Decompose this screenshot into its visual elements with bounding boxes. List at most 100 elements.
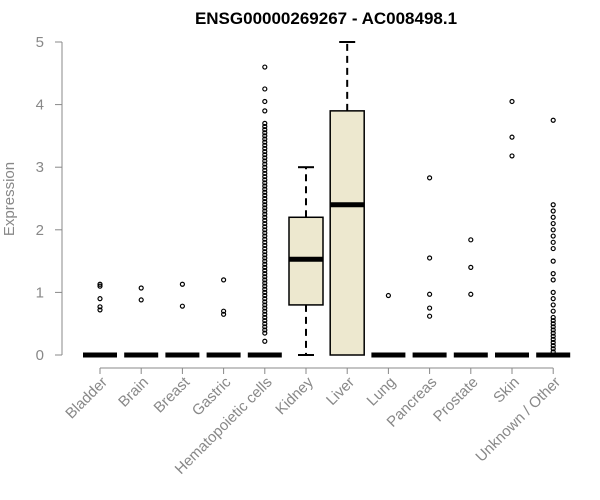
outlier-point: [262, 233, 268, 239]
outlier-point: [509, 98, 515, 105]
outlier-point: [262, 120, 268, 126]
outlier-point: [550, 349, 556, 355]
outlier-point: [262, 311, 268, 317]
outlier-point: [262, 161, 268, 167]
outlier-point: [427, 313, 433, 319]
outlier-point: [262, 177, 268, 183]
outlier-point: [262, 158, 268, 164]
outlier-point: [221, 308, 227, 314]
outlier-point: [262, 86, 268, 92]
outlier-point: [97, 307, 103, 313]
outlier-point: [262, 338, 268, 344]
box-gastric: [206, 277, 241, 358]
outlier-point: [550, 321, 556, 327]
outlier-point: [427, 291, 433, 297]
y-tick-label: 5: [36, 34, 44, 51]
outlier-point: [262, 205, 268, 211]
outlier-point: [262, 289, 268, 295]
outlier-point: [262, 242, 268, 249]
outlier-point: [262, 98, 268, 105]
outlier-point: [262, 127, 268, 133]
outlier-point: [468, 237, 474, 243]
outlier-point: [262, 227, 268, 233]
box-liver: [329, 41, 365, 356]
chart-title: ENSG00000269267 - AC008498.1: [195, 9, 457, 28]
y-tick-label: 3: [36, 159, 44, 176]
outlier-point: [262, 189, 268, 195]
outlier-point: [468, 264, 474, 270]
outlier-point: [179, 303, 185, 309]
box-pancreas: [412, 175, 447, 358]
outlier-point: [97, 304, 103, 310]
outlier-point: [262, 183, 268, 189]
outlier-point: [262, 136, 268, 142]
outlier-point: [262, 249, 268, 255]
outlier-point: [97, 283, 103, 289]
box-breast: [165, 281, 200, 358]
outlier-point: [221, 311, 227, 317]
box-bladder: [83, 281, 117, 358]
outlier-point: [262, 271, 268, 277]
y-axis: 0 1 2 3 4 5: [36, 34, 63, 364]
y-tick-label: 2: [36, 222, 44, 239]
outlier-point: [262, 167, 268, 173]
outlier-point: [262, 148, 268, 155]
outlier-point: [550, 324, 556, 330]
outlier-point: [262, 164, 268, 170]
outlier-point: [262, 286, 268, 292]
outlier-point: [262, 283, 268, 289]
outlier-point: [550, 202, 556, 208]
box-hematopoietic-cells: [247, 64, 282, 358]
box-unknown-other: [536, 117, 571, 358]
x-tick-label: Skin: [490, 374, 523, 407]
outlier-point: [262, 317, 268, 324]
outlier-point: [262, 252, 268, 258]
outlier-point: [550, 271, 556, 277]
outlier-point: [262, 152, 268, 158]
outlier-point: [427, 175, 433, 181]
y-axis-label: Expression: [1, 162, 18, 236]
outlier-point: [550, 233, 556, 239]
outlier-point: [262, 130, 268, 136]
x-tick-label: Liver: [323, 374, 358, 409]
outlier-point: [550, 308, 556, 314]
outlier-point: [262, 211, 268, 217]
outlier-point: [262, 220, 268, 227]
outlier-point: [550, 343, 556, 349]
outlier-point: [550, 258, 556, 264]
outlier-point: [138, 297, 144, 303]
outlier-point: [550, 245, 556, 252]
outlier-point: [262, 236, 268, 242]
box-lung: [371, 292, 406, 358]
outlier-point: [550, 346, 556, 352]
outlier-point: [550, 336, 556, 342]
outlier-point: [262, 139, 268, 145]
outlier-point: [550, 314, 556, 321]
outlier-point: [262, 255, 268, 261]
outlier-point: [262, 296, 268, 302]
outlier-point: [262, 230, 268, 236]
outlier-point: [550, 289, 556, 295]
outlier-point: [550, 339, 556, 346]
outlier-point: [262, 321, 268, 327]
y-tick-label: 4: [36, 97, 44, 114]
outlier-point: [550, 117, 556, 123]
outlier-point: [262, 208, 268, 214]
outlier-point: [550, 239, 556, 245]
outlier-point: [550, 277, 556, 283]
outlier-point: [262, 186, 268, 192]
box-prostate: [453, 237, 488, 358]
outlier-point: [221, 277, 227, 283]
x-tick-label: Prostate: [430, 374, 482, 426]
outlier-point: [262, 327, 268, 333]
outlier-point: [262, 142, 268, 148]
outlier-point: [262, 245, 268, 252]
box-body: [329, 110, 365, 356]
outlier-point: [262, 267, 268, 274]
outlier-point: [550, 327, 556, 333]
outlier-point: [262, 308, 268, 314]
y-tick-label: 1: [36, 284, 44, 301]
x-tick-label: Brain: [115, 374, 152, 411]
outlier-point: [262, 155, 268, 161]
